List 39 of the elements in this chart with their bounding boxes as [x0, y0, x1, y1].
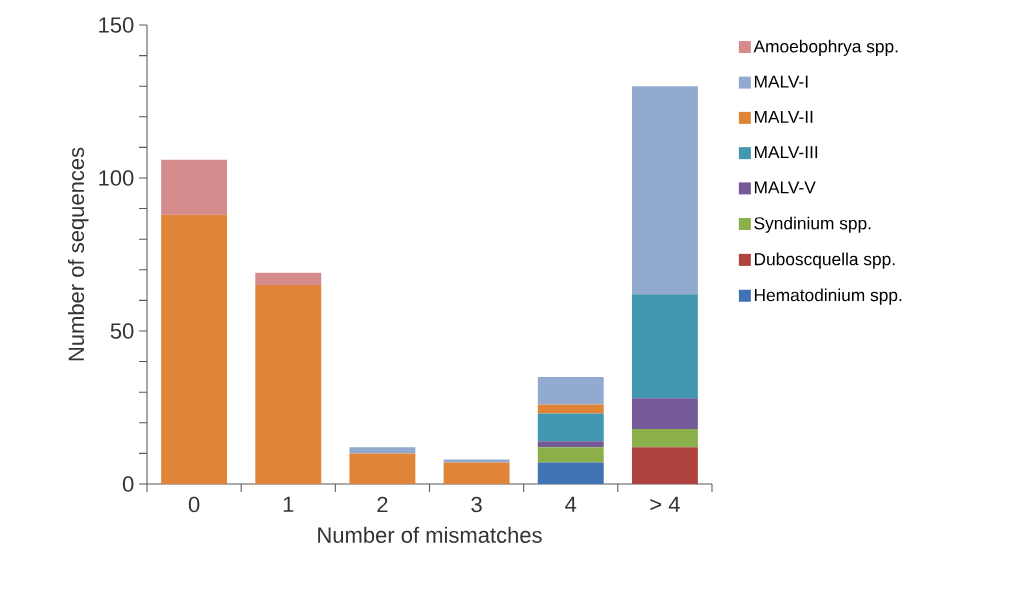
- x-tick-label: 3: [471, 496, 482, 513]
- y-tick-label: 150: [99, 17, 134, 33]
- legend-label: Duboscquella spp.: [754, 252, 895, 269]
- bar: [631, 294, 698, 399]
- legend-label: Hematodinium spp.: [754, 288, 902, 305]
- bar: [631, 398, 698, 429]
- x-tick-label: 1: [283, 496, 294, 512]
- bar: [537, 404, 604, 414]
- bar: [631, 428, 698, 448]
- bar: [631, 447, 698, 484]
- bar: [255, 285, 322, 484]
- x-tick-label: 0: [188, 496, 200, 513]
- x-tick-label: 4: [565, 496, 577, 512]
- bar: [349, 447, 416, 454]
- bar: [161, 159, 228, 215]
- x-axis-title: Number of mismatches: [318, 526, 542, 543]
- y-axis-title: Number of sequences: [67, 147, 89, 361]
- bar: [349, 453, 416, 484]
- bar: [537, 441, 604, 448]
- legend-label: Syndinium spp.: [754, 216, 871, 233]
- y-tick-label: 100: [99, 170, 134, 186]
- bar: [443, 462, 510, 484]
- legend-label: MALV-I: [754, 75, 808, 88]
- bar: [161, 214, 228, 484]
- legend-label: MALV-III: [754, 146, 818, 159]
- y-tick-label: 0: [122, 476, 134, 492]
- bar: [537, 447, 604, 463]
- x-tick-label: > 4: [650, 496, 680, 512]
- legend-label: Amoebophrya spp.: [753, 39, 898, 56]
- bar: [537, 376, 604, 405]
- x-tick-label: 2: [377, 496, 388, 513]
- legend-label: MALV-II: [754, 110, 813, 123]
- bar: [631, 86, 698, 295]
- legend-label: MALV-V: [754, 181, 816, 194]
- bar: [443, 459, 510, 463]
- bar: [537, 462, 604, 484]
- bar: [255, 272, 322, 286]
- bar: [537, 413, 604, 442]
- y-tick-label: 50: [110, 323, 134, 339]
